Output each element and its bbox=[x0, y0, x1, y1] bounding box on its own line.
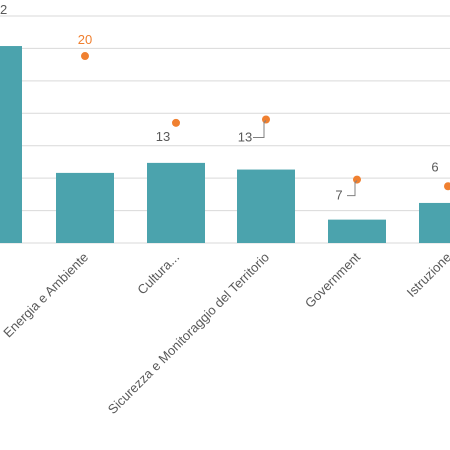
bar bbox=[56, 172, 114, 243]
category-label: Istruzione bbox=[404, 250, 450, 300]
dot-series bbox=[81, 52, 450, 191]
data-label-partial: 2 bbox=[0, 2, 7, 17]
category-label: Government bbox=[302, 249, 363, 310]
dot-point bbox=[353, 175, 361, 184]
bar bbox=[419, 202, 450, 243]
data-label: 6 bbox=[431, 159, 438, 174]
dot-point bbox=[81, 52, 89, 61]
data-label: 7 bbox=[335, 188, 342, 203]
category-labels: Energia e Ambiente Cultura...Sicurezza e … bbox=[0, 249, 450, 417]
data-labels: 2 20 13 13 7 6 bbox=[0, 2, 439, 203]
data-label: 13 bbox=[238, 129, 252, 144]
dot-point bbox=[172, 118, 180, 127]
bar bbox=[147, 162, 205, 243]
bar-series bbox=[0, 46, 450, 244]
bar bbox=[328, 219, 386, 243]
category-label: Cultura... bbox=[134, 250, 182, 298]
category-label: Energia e Ambiente bbox=[0, 250, 91, 341]
dot-point bbox=[262, 115, 270, 124]
data-label: 20 bbox=[78, 32, 92, 47]
dot-point bbox=[444, 182, 450, 191]
category-label: Sicurezza e Monitoraggio del Territorio bbox=[105, 250, 272, 417]
data-label: 13 bbox=[156, 129, 170, 144]
leader-line bbox=[347, 180, 358, 197]
bar-partial bbox=[0, 46, 22, 244]
leader-line bbox=[253, 120, 267, 138]
bar bbox=[237, 169, 295, 243]
